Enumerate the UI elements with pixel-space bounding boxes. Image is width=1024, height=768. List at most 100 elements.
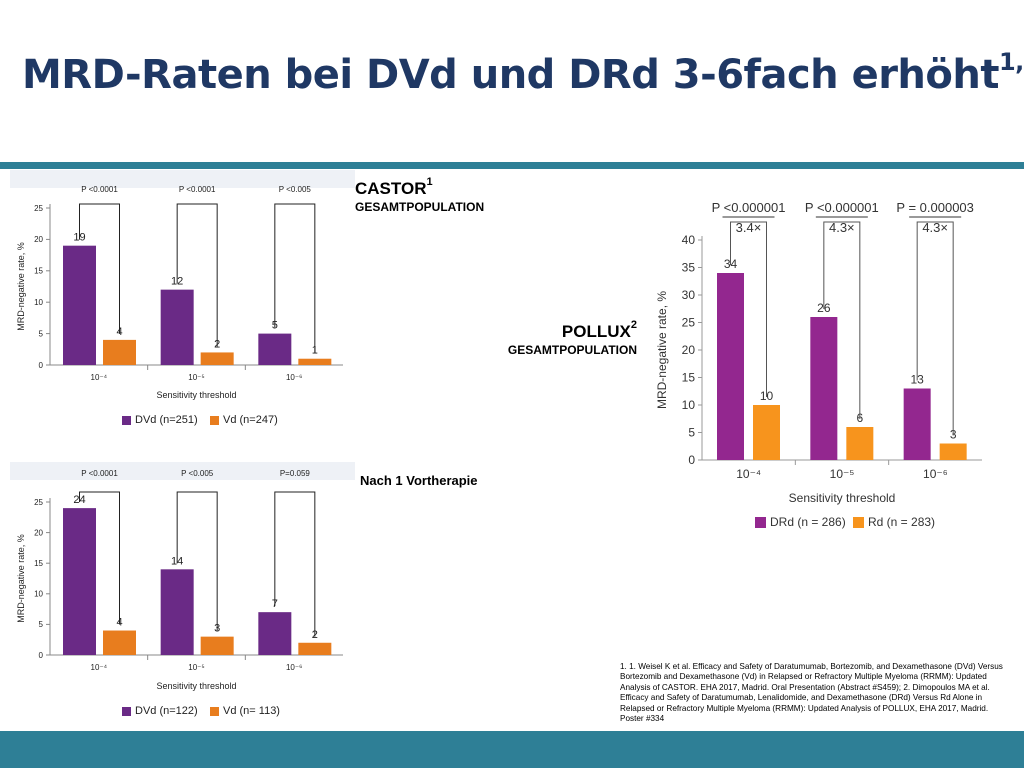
y-tick-label: 10 — [34, 590, 43, 599]
bar — [63, 245, 96, 365]
y-tick-label: 10 — [682, 398, 696, 412]
p-value-label: P <0.000001 — [712, 200, 786, 215]
castor-label: CASTOR1 GESAMTPOPULATION — [355, 176, 485, 214]
chart-header-band — [10, 170, 355, 188]
fold-change-label: 4.3× — [829, 220, 855, 235]
slide-title: MRD-Raten bei DVd und DRd 3-6fach erhöht… — [22, 48, 1024, 98]
y-tick-label: 10 — [34, 298, 43, 307]
bar — [103, 339, 136, 365]
x-axis-label: Sensitivity threshold — [789, 491, 896, 505]
legend-swatch — [122, 707, 131, 716]
p-value-label: P <0.0001 — [81, 469, 118, 478]
y-axis-label: MRD-negative rate, % — [655, 291, 669, 409]
bar — [258, 333, 292, 365]
legend-label: Vd (n=247) — [223, 414, 278, 426]
x-axis-label: Sensitivity threshold — [156, 681, 236, 691]
x-tick-label: 10⁻⁶ — [286, 663, 302, 672]
bar — [63, 508, 96, 655]
fold-change-label: 4.3× — [922, 220, 948, 235]
pollux-label: POLLUX2 GESAMTPOPULATION — [507, 319, 637, 357]
footer-bar — [0, 731, 1024, 768]
legend-swatch — [755, 517, 766, 528]
y-tick-label: 35 — [682, 261, 696, 275]
significance-bracket — [274, 203, 316, 353]
y-tick-label: 15 — [682, 371, 696, 385]
y-tick-label: 20 — [34, 235, 43, 244]
significance-bracket — [176, 203, 218, 347]
y-tick-label: 0 — [688, 453, 695, 467]
y-tick-label: 30 — [682, 288, 696, 302]
y-tick-label: 25 — [682, 316, 696, 330]
p-value-label: P <0.005 — [279, 185, 312, 194]
x-tick-label: 10⁻⁵ — [188, 373, 204, 382]
fold-change-label: 3.4× — [736, 220, 762, 235]
y-tick-label: 0 — [39, 361, 44, 370]
p-value-label: P <0.0001 — [179, 185, 216, 194]
bar — [258, 612, 292, 655]
significance-bracket — [916, 221, 954, 436]
y-tick-label: 25 — [34, 204, 43, 213]
y-tick-label: 5 — [39, 329, 44, 338]
p-value-label: P <0.000001 — [805, 200, 879, 215]
legend-swatch — [122, 416, 131, 425]
bar — [298, 642, 332, 655]
p-value-label: P=0.059 — [280, 469, 311, 478]
p-value-label: P <0.0001 — [81, 185, 118, 194]
bar — [903, 388, 931, 460]
legend-label: DVd (n=251) — [135, 414, 198, 426]
y-tick-label: 40 — [682, 233, 696, 247]
castor-1prior-chart: 0 5 10 15 20 25 MRD-negative rate, % 24 4 10⁻⁴ P <… — [10, 462, 355, 724]
y-axis-label: MRD-negative rate, % — [16, 242, 26, 331]
significance-bracket — [730, 221, 767, 397]
significance-bracket — [176, 491, 218, 631]
legend-label: Vd (n= 113) — [223, 705, 280, 717]
bar — [939, 443, 967, 460]
legend-swatch — [210, 416, 219, 425]
subgroup-label: Nach 1 Vortherapie — [360, 473, 478, 488]
legend-label: DRd (n = 286) — [770, 515, 846, 529]
legend-swatch — [210, 707, 219, 716]
y-tick-label: 20 — [34, 528, 43, 537]
bar — [717, 273, 744, 460]
significance-bracket — [274, 491, 316, 637]
x-tick-label: 10⁻⁴ — [91, 373, 108, 382]
y-tick-label: 15 — [34, 559, 43, 568]
bar — [160, 569, 194, 655]
p-value-label: P = 0.000003 — [896, 200, 973, 215]
bar — [160, 289, 194, 365]
p-value-label: P <0.005 — [181, 469, 214, 478]
x-tick-label: 10⁻⁴ — [91, 663, 108, 672]
legend-label: DVd (n=122) — [135, 705, 198, 717]
bar — [103, 630, 136, 655]
significance-bracket — [823, 221, 861, 419]
y-tick-label: 5 — [39, 620, 44, 629]
chart-header-band — [10, 462, 355, 480]
bar — [846, 427, 874, 460]
y-tick-label: 25 — [34, 498, 43, 507]
significance-bracket — [79, 491, 120, 625]
y-tick-label: 0 — [39, 651, 44, 660]
legend-swatch — [853, 517, 864, 528]
x-tick-label: 10⁻⁶ — [286, 373, 302, 382]
pollux-overall-chart: 0 5 10 15 20 25 30 35 40 MRD-negative rate, % 34 10… — [650, 190, 1010, 535]
y-tick-label: 20 — [682, 343, 696, 357]
bar — [200, 636, 234, 655]
y-tick-label: 5 — [688, 426, 695, 440]
y-tick-label: 15 — [34, 267, 43, 276]
legend-label: Rd (n = 283) — [868, 515, 935, 529]
x-tick-label: 10⁻⁴ — [736, 467, 761, 481]
bar — [753, 405, 780, 460]
y-axis-label: MRD-negative rate, % — [16, 534, 26, 623]
x-tick-label: 10⁻⁵ — [830, 467, 855, 481]
significance-bracket — [79, 203, 120, 334]
x-tick-label: 10⁻⁶ — [923, 467, 948, 481]
x-tick-label: 10⁻⁵ — [188, 663, 204, 672]
title-divider — [0, 162, 1024, 169]
x-axis-label: Sensitivity threshold — [156, 390, 236, 400]
bar — [200, 352, 234, 365]
bar — [810, 317, 838, 460]
references: 1. 1. Weisel K et al. Efficacy and Safet… — [620, 662, 1003, 724]
